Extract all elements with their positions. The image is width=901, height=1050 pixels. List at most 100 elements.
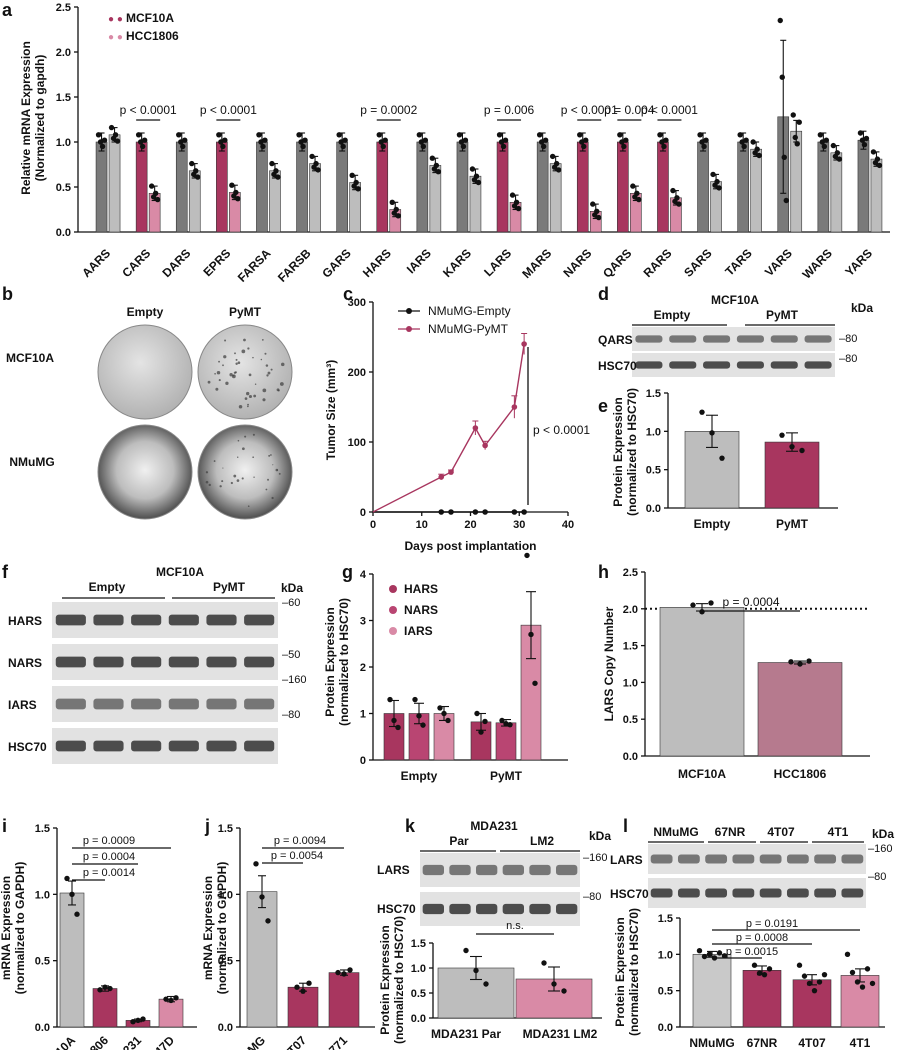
a-x-tick-label: EPRS	[200, 246, 233, 279]
a-hars-point	[389, 199, 395, 205]
a-wars-point	[821, 143, 828, 150]
a-dars-point	[182, 137, 188, 143]
l-y-tick-label: 1.5	[658, 913, 673, 925]
k-blot-lars-bg	[420, 853, 580, 887]
d-blot-qars-band	[703, 335, 731, 343]
a-eprs-point	[222, 137, 228, 143]
a-mars-point	[555, 167, 562, 173]
b-colony-speck	[247, 403, 249, 406]
b-colony-speck	[262, 398, 266, 402]
b-colony-speck	[218, 379, 221, 382]
f-group-empty: Empty	[89, 580, 126, 594]
b-colony-speck	[207, 380, 211, 384]
i-t47d-point	[173, 995, 179, 1001]
a-x-tick-label: GARS	[319, 246, 353, 280]
a-kars-point	[469, 166, 476, 172]
a-x-tick-label: SARS	[681, 246, 714, 279]
f-blot-nars-band	[206, 656, 237, 668]
a-vars-point	[796, 119, 802, 125]
a-x-tick-label: KARS	[440, 246, 474, 280]
b-colony-speck	[237, 361, 241, 365]
d-blot-hsc70-band	[770, 361, 798, 369]
a-bar-farsa-hcc1806	[269, 170, 281, 233]
j-eo771-point	[335, 969, 341, 976]
b-colony-speck	[213, 460, 216, 462]
a-significance-label: p = 0.0002	[360, 103, 417, 117]
a-hars-point	[393, 206, 399, 213]
b-colony-speck	[265, 364, 269, 367]
a-farsa-point	[273, 168, 279, 174]
b-colony-speck	[267, 478, 269, 481]
a-farsa-point	[262, 137, 268, 143]
g-hars-point	[387, 696, 393, 703]
a-x-tick-label: QARS	[600, 246, 634, 280]
j-4t07-point	[300, 988, 306, 994]
d-group-pymt: PyMT	[766, 308, 799, 322]
g-nars-point	[499, 717, 505, 724]
i-x-tick-label: MCF10A	[34, 1033, 78, 1050]
j-y-tick-label: 0.5	[218, 956, 233, 968]
i-hcc1806-point	[107, 985, 113, 992]
f-blot-hsc70-bg	[52, 728, 278, 764]
d-blot-qars-band	[635, 335, 663, 343]
a-lars-point	[515, 205, 522, 212]
k-blot-lars-band	[476, 864, 498, 876]
a-cars-point	[152, 190, 159, 196]
l-4t1-point	[844, 951, 851, 958]
k-group-par: Par	[449, 834, 469, 848]
a-cars-point	[154, 196, 161, 203]
f-marker: –50	[282, 649, 300, 661]
l-significance-label: p = 0.0008	[736, 932, 788, 944]
a-wars-point	[836, 156, 843, 162]
a-legend-hcc1806: HCC1806	[126, 29, 179, 43]
a-farsa-point	[260, 143, 266, 150]
f-marker: –160	[282, 674, 306, 686]
b-colony-speck	[252, 356, 254, 359]
k-1-point	[561, 988, 567, 994]
d-blot-hsc70-band	[804, 361, 832, 369]
f-blot-hars-bg	[52, 602, 278, 638]
a-farsa-point	[269, 160, 275, 167]
k-blot-lars-band	[449, 864, 471, 876]
c-legend-marker-empty	[406, 308, 412, 314]
g-y-tick-label: 4	[360, 569, 367, 581]
a-bar-hars-mcf10a	[376, 141, 389, 233]
a-significance-label: p < 0.0001	[200, 103, 257, 117]
d-row-hsc70: HSC70	[598, 359, 637, 373]
l-nmumg-point	[696, 948, 703, 954]
panel-letter-c: c	[343, 284, 353, 304]
a-x-tick-label: MARS	[519, 246, 554, 281]
g-x-tick-label: Empty	[401, 769, 438, 783]
j-4t07-point	[294, 984, 300, 990]
a-gars-point	[353, 179, 359, 186]
l-blot-lars-band	[677, 854, 700, 864]
a-vars-point	[790, 112, 796, 118]
a-wars-point	[834, 150, 841, 156]
b-colony-speck	[261, 338, 264, 341]
l-blot-hsc70-band	[841, 888, 864, 898]
b-colony-speck	[235, 358, 238, 361]
a-hars-point	[376, 132, 382, 138]
a-yars-point	[874, 156, 881, 162]
b-colony-speck	[276, 469, 279, 471]
f-marker: –80	[282, 709, 300, 721]
l-y-tick-label: 1.0	[658, 949, 673, 961]
g-hars-point	[474, 710, 480, 717]
a-gars-point	[349, 172, 355, 178]
c-y-tick-label: 100	[348, 437, 366, 449]
a-mars-point	[553, 160, 560, 167]
l-group-4t1: 4T1	[828, 825, 849, 839]
c-legend-pymt: NMuMG-PyMT	[428, 322, 509, 336]
a-kars-point	[456, 132, 463, 138]
l-bar-nmumg	[692, 954, 732, 1028]
k-y-tick-label: 0.0	[411, 1013, 426, 1025]
b-colony-speck	[253, 476, 255, 478]
b-colony-speck	[278, 472, 281, 475]
c-y-tick-label: 300	[348, 297, 366, 309]
c-y-tick-label: 200	[348, 367, 366, 379]
a-qars-point	[636, 196, 642, 203]
k-blot-lars-band	[529, 864, 551, 876]
e-bar-pymt	[764, 441, 820, 509]
i-y-tick-label: 0.5	[35, 956, 50, 968]
c-point-nmumg-pymt	[438, 474, 445, 480]
